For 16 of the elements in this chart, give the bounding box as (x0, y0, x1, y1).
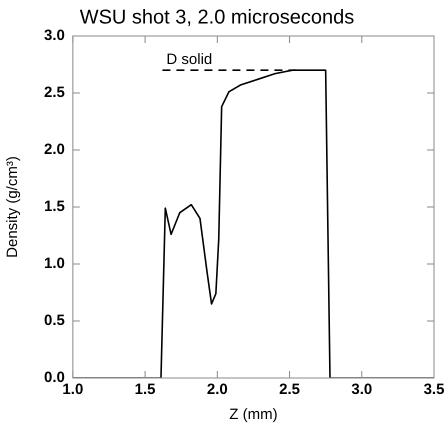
y-tick-label: 0.5 (44, 312, 65, 330)
x-tick-label: 2.0 (206, 381, 228, 398)
x-axis-title: Z (mm) (229, 406, 278, 424)
y-tick-label: 2.0 (44, 141, 65, 158)
y-tick-label: 1.0 (44, 255, 65, 272)
x-tick-label: 3.5 (424, 381, 444, 398)
x-tick-label: 1.5 (134, 381, 156, 398)
x-tick-label: 1.0 (62, 381, 84, 398)
y-axis-title: Density (g/cm³) (4, 156, 22, 258)
series-label: D solid (166, 50, 212, 68)
y-tick-label: 1.5 (44, 198, 65, 216)
y-tick-label: 3.0 (44, 27, 65, 44)
x-tick-label: 3.0 (351, 381, 372, 398)
chart-title: WSU shot 3, 2.0 microseconds (80, 6, 354, 29)
y-tick-label: 2.5 (44, 84, 65, 102)
x-tick-label: 2.5 (279, 381, 300, 398)
